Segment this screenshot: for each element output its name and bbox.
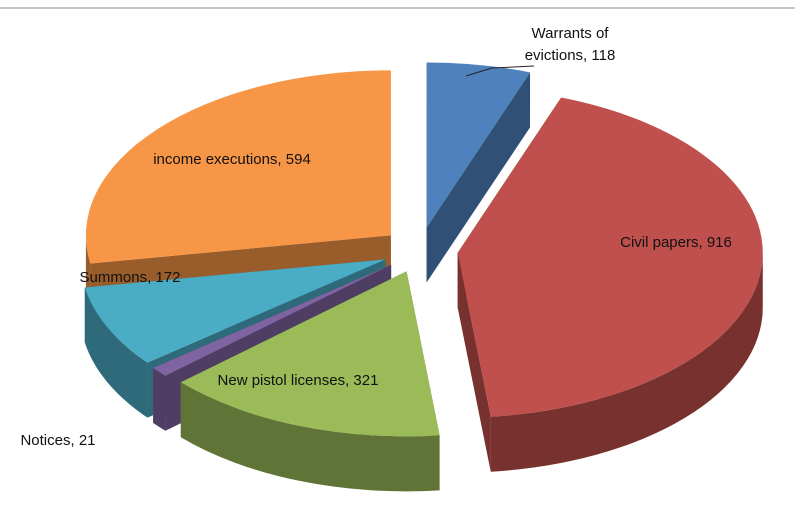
slice-outer-side-shade: [84, 287, 148, 418]
slice: [457, 97, 763, 417]
slice-radial-side: [426, 72, 531, 283]
data-label: Notices, 21: [20, 432, 96, 449]
slice-outer-side: [490, 252, 763, 472]
slice-outer-side-shade: [180, 382, 440, 492]
slice-radial-side-shade: [457, 252, 491, 472]
slice: [85, 70, 391, 264]
data-label: Civil papers, 916: [620, 234, 732, 251]
data-label: Summons, 172: [79, 269, 181, 286]
data-label: Warrants of evictions, 118: [524, 25, 616, 64]
leader-line: [465, 65, 535, 77]
slice-outer-side: [153, 368, 166, 431]
slice-outer-side: [84, 287, 148, 418]
slice-radial-side: [457, 252, 491, 472]
pie: [84, 62, 763, 492]
slice: [426, 62, 531, 228]
data-label: New pistol licenses, 321: [217, 372, 379, 389]
slice: [153, 264, 392, 376]
slice-outer-side-shade: [490, 252, 763, 472]
slice-outer-side: [180, 382, 440, 492]
slice: [84, 259, 386, 363]
slice: [180, 271, 440, 437]
slice-outer-side-shade: [153, 368, 166, 431]
data-label: income executions, 594: [153, 151, 311, 168]
slice-radial-side-shade: [426, 72, 531, 283]
